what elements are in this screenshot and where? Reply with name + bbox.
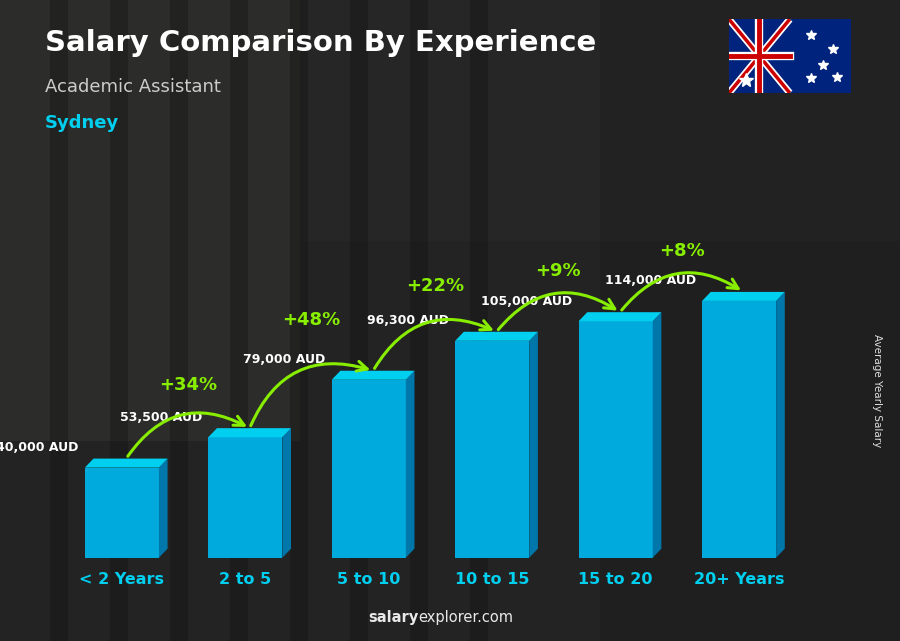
Text: Sydney: Sydney (45, 114, 119, 132)
Text: explorer.com: explorer.com (418, 610, 514, 625)
Polygon shape (406, 370, 415, 558)
Bar (350, 0, 368, 641)
Text: 96,300 AUD: 96,300 AUD (367, 314, 449, 328)
Polygon shape (283, 428, 291, 558)
Polygon shape (652, 312, 662, 558)
Bar (600, 0, 900, 641)
Text: 105,000 AUD: 105,000 AUD (482, 295, 572, 308)
Polygon shape (85, 467, 159, 558)
Text: +48%: +48% (283, 312, 340, 329)
Polygon shape (529, 332, 538, 558)
Bar (230, 0, 248, 641)
Text: +22%: +22% (406, 277, 464, 295)
Polygon shape (455, 332, 538, 341)
Text: 114,000 AUD: 114,000 AUD (605, 274, 696, 287)
Text: Salary Comparison By Experience: Salary Comparison By Experience (45, 29, 596, 57)
Text: 53,500 AUD: 53,500 AUD (120, 411, 202, 424)
Bar (50, 0, 68, 641)
Bar (0, 0, 300, 441)
Polygon shape (332, 370, 415, 379)
Text: salary: salary (368, 610, 418, 625)
Text: Average Yearly Salary: Average Yearly Salary (872, 335, 883, 447)
Bar (110, 0, 128, 641)
Polygon shape (702, 301, 776, 558)
Bar (0, 0, 900, 241)
Polygon shape (776, 292, 785, 558)
Polygon shape (332, 379, 406, 558)
Polygon shape (85, 458, 167, 467)
Polygon shape (208, 428, 291, 437)
Bar (170, 0, 188, 641)
Text: +8%: +8% (659, 242, 705, 260)
Polygon shape (579, 312, 662, 321)
Polygon shape (455, 341, 529, 558)
Text: +9%: +9% (536, 262, 581, 280)
Text: +34%: +34% (159, 376, 217, 394)
Bar (470, 0, 488, 641)
Polygon shape (208, 437, 283, 558)
Bar (410, 0, 428, 641)
Polygon shape (579, 321, 652, 558)
Text: Academic Assistant: Academic Assistant (45, 78, 220, 96)
Text: 79,000 AUD: 79,000 AUD (243, 353, 326, 366)
Polygon shape (159, 458, 167, 558)
Polygon shape (702, 292, 785, 301)
Text: 40,000 AUD: 40,000 AUD (0, 441, 78, 454)
Bar (290, 0, 308, 641)
